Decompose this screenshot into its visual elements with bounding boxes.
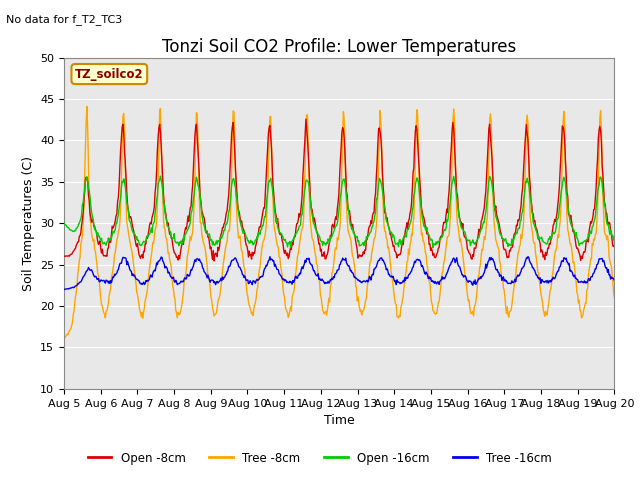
Y-axis label: Soil Temperatures (C): Soil Temperatures (C) [22,156,35,291]
X-axis label: Time: Time [324,414,355,427]
Text: TZ_soilco2: TZ_soilco2 [75,68,143,81]
Title: Tonzi Soil CO2 Profile: Lower Temperatures: Tonzi Soil CO2 Profile: Lower Temperatur… [162,38,516,56]
Legend: Open -8cm, Tree -8cm, Open -16cm, Tree -16cm: Open -8cm, Tree -8cm, Open -16cm, Tree -… [83,447,557,469]
Text: No data for f_T2_TC3: No data for f_T2_TC3 [6,14,123,25]
